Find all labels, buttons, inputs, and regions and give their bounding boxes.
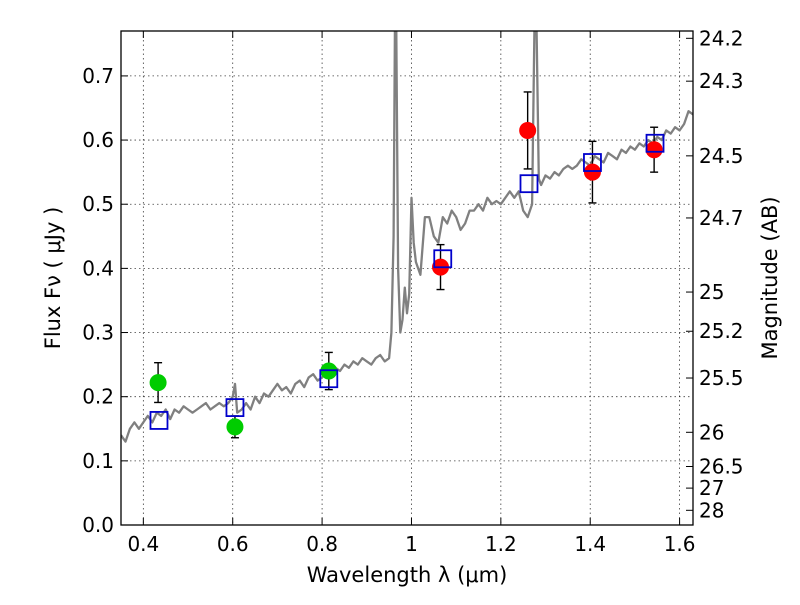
y-tick-label: 0.6 [82,128,114,152]
right-axis-label: Magnitude (AB) [758,196,782,359]
x-tick-label: 1.2 [485,532,517,556]
data-point [226,418,244,436]
right-tick-label: 24.7 [699,206,744,230]
plot-background [121,31,693,525]
model-point [519,174,539,194]
data-point [583,163,601,181]
right-tick-label: 24.3 [699,69,744,93]
x-tick-label: 1.4 [574,532,606,556]
right-tick-label: 26.5 [699,454,744,478]
x-axis-label: Wavelength λ (μm) [307,563,508,587]
right-tick-label: 24.2 [699,26,744,50]
right-tick-label: 24.5 [699,144,744,168]
y-tick-label: 0.5 [82,192,114,216]
right-tick-label: 26 [699,420,724,444]
model-point [225,398,245,417]
y-axis-label: Flux Fν ( μJy ) [41,207,65,350]
x-tick-label: 0.4 [127,532,159,556]
y-tick-label: 0.7 [82,64,114,88]
data-point [149,374,167,392]
x-tick-label: 0.6 [217,532,249,556]
data-point [519,121,537,139]
right-tick-label: 25 [699,280,724,304]
right-tick-label: 25.2 [699,319,744,343]
x-tick-label: 0.8 [306,532,338,556]
y-tick-label: 0.4 [82,256,114,280]
plot-frame [120,30,694,526]
marker-area [149,91,665,439]
y-tick-label: 0.0 [82,513,114,537]
model-point [583,153,602,172]
x-tick-label: 1 [405,532,418,556]
data-point [645,141,663,159]
model-point [149,411,169,430]
model-point [319,369,339,389]
ticks: 0.4 0.6 0.8 1 1.2 1.4 1.6 0.0 0.1 0.2 0.3 0.4 0.5 0.6… [82,26,743,556]
y-tick-label: 0.1 [82,449,114,473]
right-tick-label: 28 [699,498,724,522]
model-point [433,249,453,269]
right-tick-label: 25.5 [699,366,744,390]
y-tick-label: 0.3 [82,321,114,345]
model-point [645,133,665,153]
y-tick-label: 0.2 [82,385,114,409]
x-tick-label: 1.6 [664,532,696,556]
right-tick-label: 27 [699,476,724,500]
